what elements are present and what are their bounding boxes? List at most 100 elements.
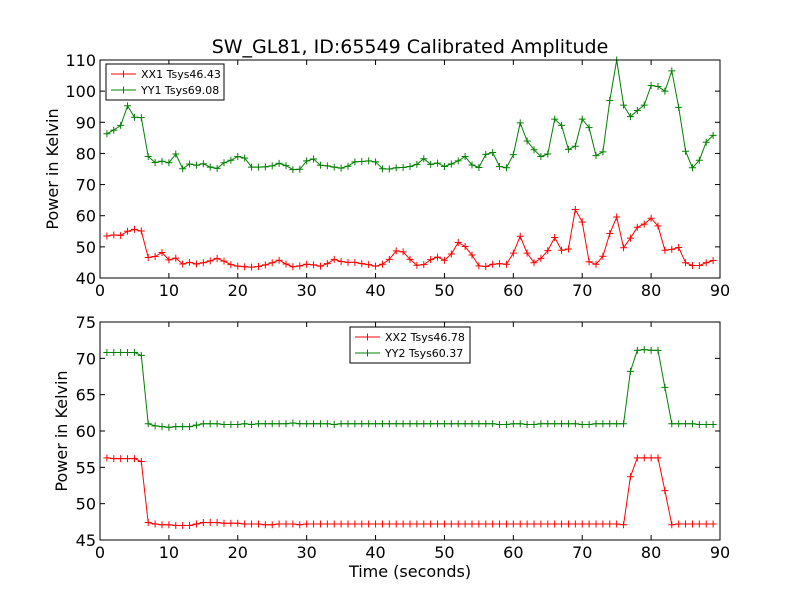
data-point [110,231,118,239]
data-point [530,259,538,267]
data-point [440,520,448,528]
data-point [310,155,318,163]
data-point [192,260,200,268]
data-point [275,159,283,167]
y-tick-label: 55 [76,458,96,477]
data-point [296,420,304,428]
y-axis-label: Power in Kelvin [52,370,71,491]
data-point [124,102,132,110]
data-point [633,346,641,354]
data-point [606,420,614,428]
data-point [427,420,435,428]
data-point [310,261,318,269]
data-point [124,227,132,235]
data-point [468,420,476,428]
x-tick-label: 30 [296,281,316,300]
data-point [509,420,517,428]
data-point [537,520,545,528]
data-point [482,420,490,428]
data-point [592,520,600,528]
chart-panel-1: 0 10 20 30 40 50 60 70 80 90 40 50 60 70 80 90 100 110 SW_… [43,36,730,300]
data-point [406,255,414,263]
data-point [440,163,448,171]
x-tick-label: 30 [296,543,316,562]
y-axis-label: Power in Kelvin [43,108,62,229]
data-point [254,420,262,428]
data-point [530,420,538,428]
data-point [578,520,586,528]
data-point [372,158,380,166]
data-point [496,520,504,528]
data-point [585,258,593,266]
data-point [179,423,187,431]
data-point [399,420,407,428]
data-point [220,257,228,265]
data-point [165,423,173,431]
x-tick-label: 90 [710,543,730,562]
data-point [592,152,600,160]
data-point [282,520,290,528]
data-point [661,487,669,495]
data-point [454,157,462,165]
data-point [502,260,510,268]
data-point [268,521,276,529]
data-point [709,420,717,428]
data-point [289,419,297,427]
data-point [454,238,462,246]
legend-box [349,326,471,364]
data-point [688,520,696,528]
data-point [365,420,373,428]
x-tick-label: 70 [572,281,592,300]
data-point [558,246,566,254]
data-point [110,349,118,357]
data-point [544,520,552,528]
data-point [289,166,297,174]
data-point [654,82,662,90]
data-point [613,420,621,428]
data-point [482,262,490,270]
data-point [434,253,442,261]
data-point [130,349,138,357]
data-point [406,420,414,428]
data-point [117,349,125,357]
data-point [434,420,442,428]
data-point [695,520,703,528]
data-point [516,119,524,127]
data-point [337,520,345,528]
data-point [392,520,400,528]
x-tick-label: 90 [710,281,730,300]
data-point [179,165,187,173]
data-point [165,256,173,264]
x-tick-label: 0 [95,281,105,300]
data-point [172,150,180,158]
data-point [282,162,290,170]
data-point [213,164,221,172]
x-tick-label: 20 [228,281,248,300]
legend-marker [120,70,127,78]
data-point [130,455,138,463]
data-point [606,229,614,237]
data-point [199,259,207,267]
data-point [385,165,393,173]
data-point [365,261,373,269]
data-point [206,519,214,527]
data-point [227,156,235,164]
data-point [220,420,228,428]
data-point [316,262,324,270]
data-point [675,420,683,428]
data-point [392,164,400,172]
x-tick-label: 50 [434,281,454,300]
data-point [275,520,283,528]
data-point [633,106,641,114]
data-point [310,420,318,428]
data-point [427,520,435,528]
data-point [688,262,696,270]
x-axis-label: Time (seconds) [348,562,471,581]
data-point [427,160,435,168]
data-point [117,231,125,239]
data-point [289,520,297,528]
data-point [434,520,442,528]
x-tick-label: 60 [503,543,523,562]
data-point [592,420,600,428]
